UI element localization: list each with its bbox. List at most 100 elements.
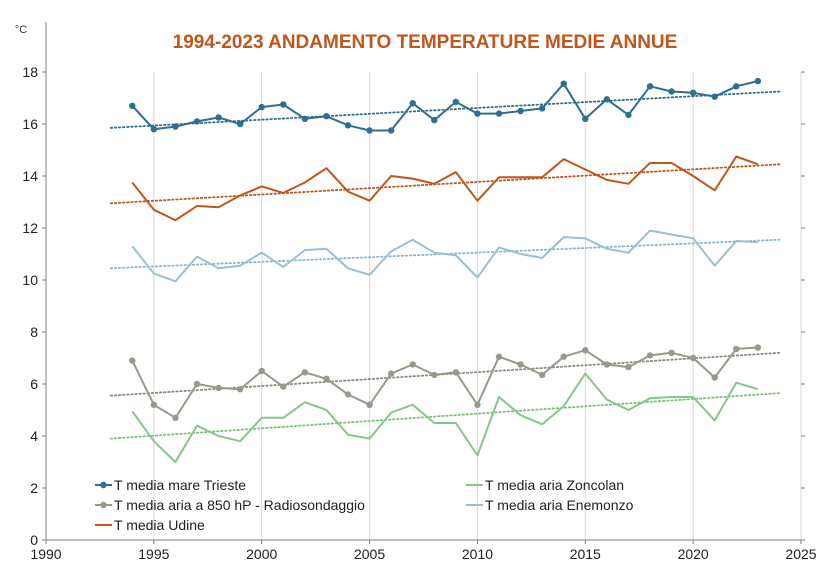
data-point-1-2012: [517, 361, 524, 368]
legend-item-0: T media mare Trieste: [95, 477, 246, 493]
data-point-0-1999: [236, 120, 244, 128]
series-2: [131, 155, 759, 222]
x-tick-label: 2010: [462, 546, 493, 562]
legend-item-4: T media aria Enemonzo: [466, 497, 634, 513]
data-point-0-1995: [150, 126, 158, 133]
data-point-1-2002: [301, 369, 309, 376]
data-point-1-2010: [474, 401, 481, 408]
data-point-1-1994: [129, 357, 136, 364]
data-point-1-2011: [495, 353, 503, 360]
data-point-1-1998: [215, 384, 222, 392]
data-point-1-2013: [538, 371, 546, 379]
y-tick-label: 12: [22, 220, 38, 236]
data-point-0-2004: [344, 122, 352, 129]
data-point-1-2021: [711, 374, 718, 381]
data-point-0-1994: [129, 102, 136, 110]
legend-item-3: T media aria Zoncolan: [466, 477, 624, 493]
legend-label: T media mare Trieste: [114, 477, 246, 493]
y-tick-label: 2: [30, 480, 38, 496]
y-tick-label: 6: [30, 376, 38, 392]
data-point-0-2001: [280, 101, 287, 108]
series-4: [131, 229, 758, 283]
data-point-0-2003: [323, 113, 330, 120]
data-point-1-2001: [280, 383, 287, 390]
data-point-0-2019: [668, 88, 675, 95]
data-point-0-2005: [366, 127, 373, 134]
data-point-0-2018: [646, 83, 654, 90]
y-tick-label: 14: [22, 168, 38, 184]
data-point-1-2008: [431, 371, 438, 379]
series-line-0: [131, 80, 759, 132]
trend-line-3: [109, 392, 781, 440]
data-point-0-2012: [517, 107, 524, 115]
series-line-3: [131, 372, 759, 463]
axes: 0 2 4 6 8 10 12 14 16 18 1990 1995 2000 2005 2010 2015 2…: [22, 22, 817, 562]
x-tick-label: 1995: [138, 546, 169, 562]
data-point-1-2000: [258, 367, 265, 375]
data-point-0-2021: [711, 93, 718, 100]
data-point-1-2018: [646, 352, 654, 359]
data-point-0-2006: [387, 127, 395, 134]
data-point-1-1999: [236, 386, 244, 393]
data-point-1-2009: [452, 369, 460, 376]
data-point-0-2000: [258, 103, 265, 111]
series-line-1: [131, 346, 758, 419]
data-point-1-1995: [150, 401, 158, 408]
series-3: [131, 372, 759, 463]
chart-title: 1994-2023 ANDAMENTO TEMPERATURE MEDIE AN…: [173, 32, 678, 53]
x-tick-label: 2000: [246, 546, 277, 562]
data-point-1-2020: [689, 354, 697, 362]
x-tick-label: 1990: [30, 546, 61, 562]
x-tick-label: 2015: [570, 546, 601, 562]
legend-label: T media aria Enemonzo: [485, 497, 634, 513]
data-point-0-2020: [689, 89, 697, 97]
data-point-0-1997: [193, 118, 201, 125]
y-tick-label: 18: [22, 64, 38, 80]
data-point-1-2004: [344, 391, 352, 398]
data-point-1-2005: [366, 401, 373, 408]
data-point-1-1997: [193, 380, 201, 388]
x-tick-label: 2020: [678, 546, 709, 562]
y-tick-label: 8: [30, 324, 38, 340]
grid-lines: [153, 72, 802, 540]
legend: T media mare Trieste T media aria a 850 h…: [95, 477, 634, 533]
data-point-1-2015: [582, 347, 589, 354]
data-point-0-2009: [452, 98, 460, 106]
series-0: [129, 77, 762, 134]
unit-label: °C: [15, 24, 27, 36]
data-point-1-2023: [754, 344, 762, 351]
legend-label: T media aria a 850 hP - Radiosondaggio: [114, 497, 365, 513]
x-tick-label: 2005: [354, 546, 385, 562]
y-tick-label: 0: [30, 532, 38, 548]
legend-item-2: T media Udine: [95, 517, 205, 533]
trend-line-0: [109, 90, 781, 129]
data-point-0-2002: [301, 115, 309, 123]
trend-line-2: [109, 163, 781, 205]
data-point-1-2006: [387, 370, 395, 377]
series-1: [129, 344, 762, 421]
data-point-0-2016: [603, 96, 611, 103]
series-line-4: [131, 229, 758, 283]
data-point-0-2007: [409, 100, 416, 107]
legend-marker: [100, 501, 107, 509]
data-point-0-2010: [474, 110, 481, 117]
legend-label: T media aria Zoncolan: [485, 477, 624, 493]
data-point-1-2019: [668, 349, 675, 356]
data-point-0-2011: [495, 110, 503, 117]
data-point-0-2008: [431, 116, 438, 124]
data-point-1-2007: [409, 361, 416, 368]
series-line-2: [131, 155, 759, 222]
data-point-1-2014: [560, 353, 567, 360]
y-tick-label: 10: [22, 272, 38, 288]
data-point-1-2003: [323, 375, 330, 382]
series-lines: [129, 77, 762, 463]
legend-label: T media Udine: [114, 517, 205, 533]
y-tick-label: 4: [30, 428, 38, 444]
data-point-1-1996: [172, 414, 179, 421]
data-point-1-2022: [733, 345, 740, 353]
data-point-1-2017: [625, 363, 632, 371]
legend-marker: [100, 481, 107, 489]
